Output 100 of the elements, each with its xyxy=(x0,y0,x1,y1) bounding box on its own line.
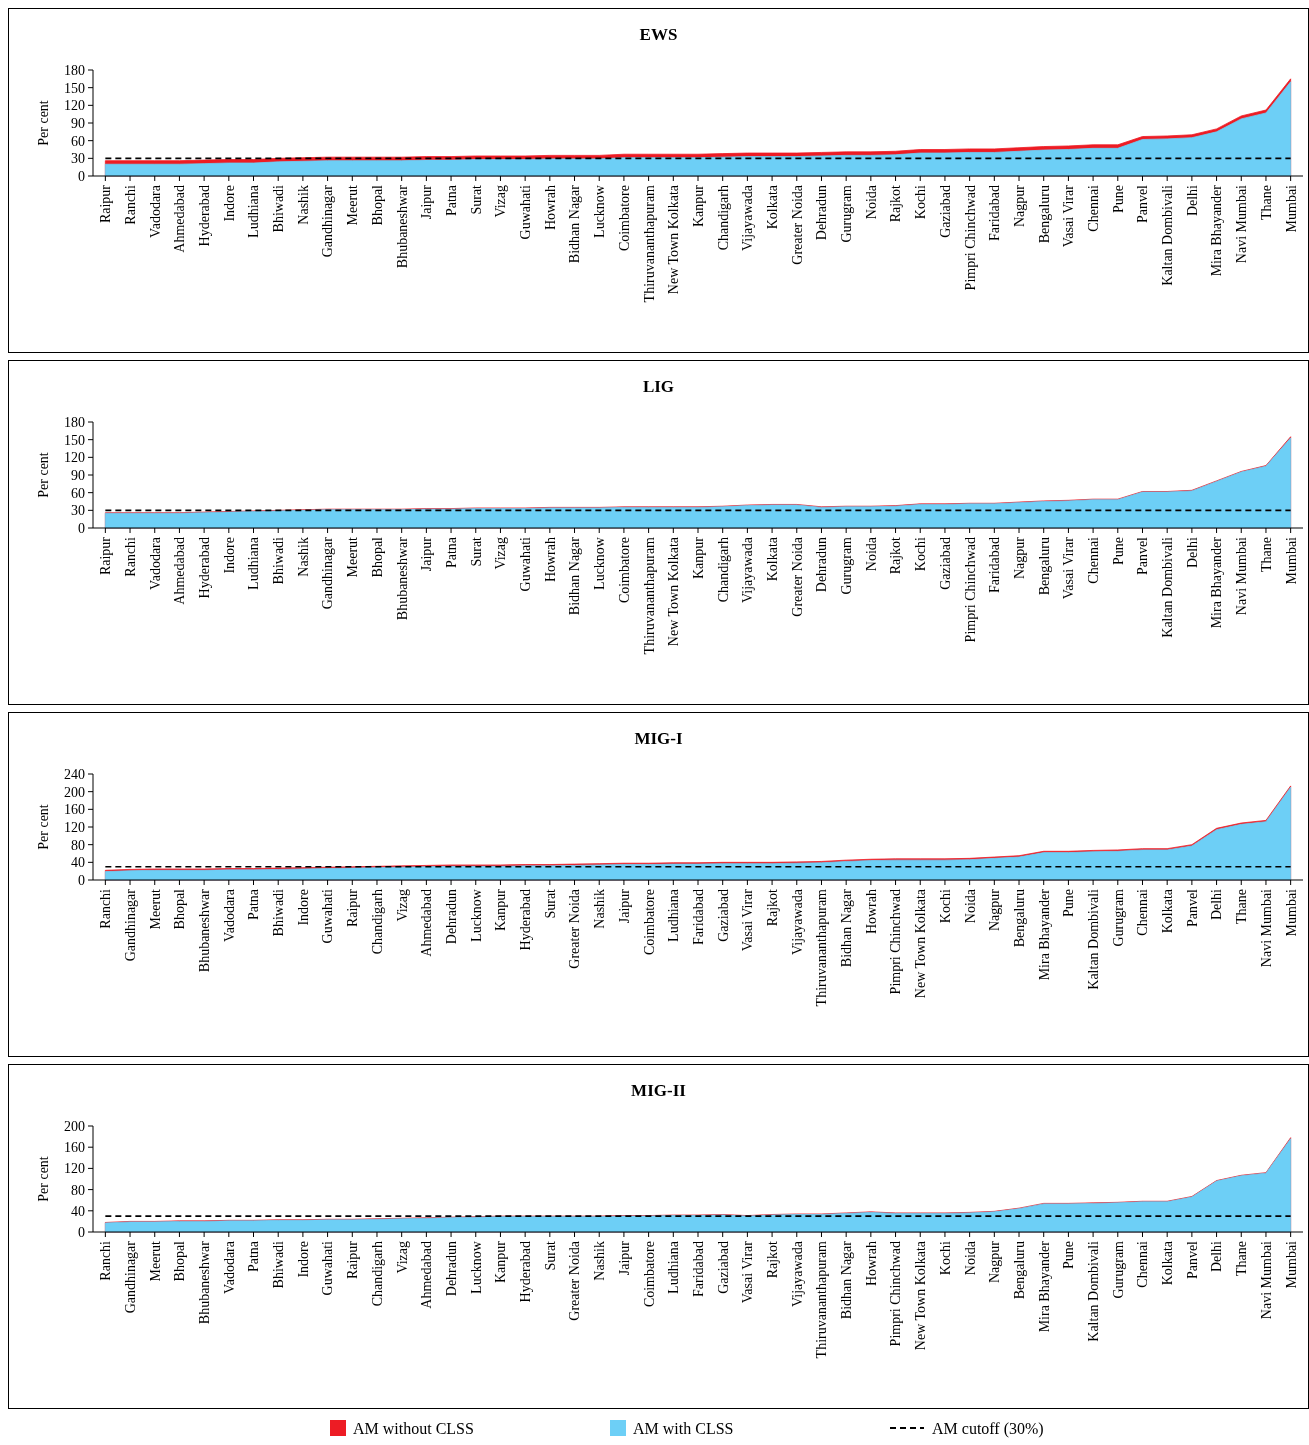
chart-title: LIG xyxy=(642,377,675,396)
chart-title: MIG-I xyxy=(634,729,683,748)
x-tick-label: Surat xyxy=(542,1240,558,1271)
x-tick-label: Vadodara xyxy=(221,1240,237,1294)
x-tick-label: Ludhiana xyxy=(666,888,682,942)
x-tick-label: Navi Mumbai xyxy=(1258,888,1274,968)
x-tick-label: Thiruvananthapuram xyxy=(814,888,830,1007)
x-tick-label: Vijayawada xyxy=(740,184,756,252)
x-tick-label: Kaltan Dombivali xyxy=(1086,1240,1101,1342)
y-tick-label: 200 xyxy=(64,784,85,800)
x-tick-label: Bhiwadi xyxy=(271,888,287,937)
x-tick-label: Surat xyxy=(542,888,558,919)
x-tick-label: Ludhiana xyxy=(666,1240,682,1294)
x-tick-label: Greater Noida xyxy=(789,536,805,617)
y-axis-title: Per cent xyxy=(36,100,51,146)
x-tick-label: Jaipur xyxy=(419,184,435,220)
x-tick-label: Vijayawada xyxy=(789,888,805,956)
y-tick-label: 200 xyxy=(64,1118,85,1134)
x-tick-label: Hyderabad xyxy=(197,185,213,247)
y-tick-label: 180 xyxy=(64,62,85,78)
x-tick-label: Ludhiana xyxy=(246,536,262,590)
x-tick-label: Gurugram xyxy=(839,184,855,243)
x-tick-label: Bidhan Nagar xyxy=(839,888,855,968)
x-tick-label: Vasai Virar xyxy=(740,1240,756,1304)
x-tick-label: Chandigarh xyxy=(369,1241,385,1307)
x-tick-label: Chennai xyxy=(1086,536,1101,584)
x-tick-label: Gandhinagar xyxy=(122,888,138,962)
y-tick-label: 240 xyxy=(64,766,85,782)
x-tick-label: Vasai Virar xyxy=(740,888,756,952)
x-tick-label: Guwahati xyxy=(320,1240,336,1296)
y-axis-title: Per cent xyxy=(36,452,51,498)
x-tick-label: Patna xyxy=(443,184,459,217)
x-tick-label: Chennai xyxy=(1086,184,1101,232)
x-tick-label: Pune xyxy=(1110,185,1126,213)
x-tick-label: Nagpur xyxy=(1011,184,1027,227)
x-tick-label: Meerut xyxy=(147,888,163,930)
y-tick-label: 150 xyxy=(64,80,85,96)
x-tick-label: Kanpur xyxy=(493,1240,509,1283)
x-tick-label: Panvel xyxy=(1135,536,1151,576)
x-tick-label: Delhi xyxy=(1209,1240,1225,1273)
x-tick-label: Nagpur xyxy=(1011,536,1027,579)
x-tick-label: Gaziabad xyxy=(715,889,731,942)
x-tick-label: Noida xyxy=(863,184,879,220)
x-tick-label: Pune xyxy=(1061,1241,1077,1269)
x-tick-label: Lucknow xyxy=(592,536,608,590)
x-tick-label: Thane xyxy=(1258,185,1274,220)
y-axis-title: Per cent xyxy=(36,1156,51,1202)
x-tick-label: Pimpri Chinchwad xyxy=(888,1241,904,1347)
x-tick-label: Gurugram xyxy=(839,536,855,595)
x-tick-label: Ranchi xyxy=(98,888,114,929)
x-tick-label: Gandhinagar xyxy=(320,536,336,610)
y-tick-label: 40 xyxy=(71,855,85,871)
x-tick-label: Coimbatore xyxy=(616,537,632,604)
x-tick-label: Raipur xyxy=(345,888,361,928)
x-tick-label: Dehradun xyxy=(814,185,830,241)
x-tick-label: Kochi xyxy=(913,536,929,572)
x-tick-label: Patna xyxy=(246,888,262,921)
y-tick-label: 60 xyxy=(71,485,85,501)
x-tick-label: Bhubaneshwar xyxy=(394,536,410,621)
x-tick-label: Coimbatore xyxy=(641,1241,657,1308)
x-tick-label: Gaziabad xyxy=(715,1241,731,1294)
x-tick-label: Jaipur xyxy=(419,536,435,572)
y-tick-label: 0 xyxy=(78,520,85,536)
x-tick-label: Kochi xyxy=(937,1240,953,1276)
x-tick-label: Thiruvananthapuram xyxy=(641,184,657,303)
x-tick-label: Vasai Virar xyxy=(1061,184,1077,248)
x-tick-label: Vizag xyxy=(394,889,410,922)
x-tick-label: Faridabad xyxy=(690,889,706,945)
y-tick-label: 0 xyxy=(78,168,85,184)
x-tick-label: Bidhan Nagar xyxy=(839,1240,855,1320)
x-tick-label: Gandhinagar xyxy=(320,184,336,258)
y-tick-label: 0 xyxy=(78,872,85,888)
x-tick-label: Bidhan Nagar xyxy=(567,536,583,616)
x-tick-label: Gaziabad xyxy=(937,185,953,238)
legend-label: AM without CLSS xyxy=(353,1419,474,1437)
x-tick-label: Dehradun xyxy=(814,537,830,593)
x-tick-label: Vizag xyxy=(394,1241,410,1274)
x-tick-label: Pune xyxy=(1110,537,1126,565)
x-tick-label: Howrah xyxy=(863,889,879,935)
x-tick-label: Rajkot xyxy=(764,1240,780,1279)
x-tick-label: Kochi xyxy=(937,888,953,924)
y-tick-label: 30 xyxy=(71,151,85,167)
x-tick-label: Noida xyxy=(863,536,879,572)
x-tick-label: Howrah xyxy=(542,185,558,231)
x-tick-label: New Town Kolkata xyxy=(913,1240,929,1351)
y-tick-label: 30 xyxy=(71,503,85,519)
x-tick-label: Mira Bhayander xyxy=(1209,184,1225,277)
x-tick-label: Bhubaneshwar xyxy=(394,184,410,269)
x-tick-label: Delhi xyxy=(1184,184,1200,217)
x-tick-label: Ahmedabad xyxy=(419,1241,435,1309)
x-tick-label: Meerut xyxy=(147,1240,163,1282)
x-tick-label: Bengaluru xyxy=(1011,1241,1027,1300)
y-tick-label: 60 xyxy=(71,133,85,149)
x-tick-label: Indore xyxy=(295,1241,311,1278)
x-tick-label: Vadodara xyxy=(147,184,163,238)
x-tick-label: Gaziabad xyxy=(937,537,953,590)
x-tick-label: Navi Mumbai xyxy=(1234,536,1250,616)
x-tick-label: Surat xyxy=(468,536,484,567)
y-tick-label: 160 xyxy=(64,1140,85,1156)
x-tick-label: Kolkata xyxy=(1160,888,1176,934)
